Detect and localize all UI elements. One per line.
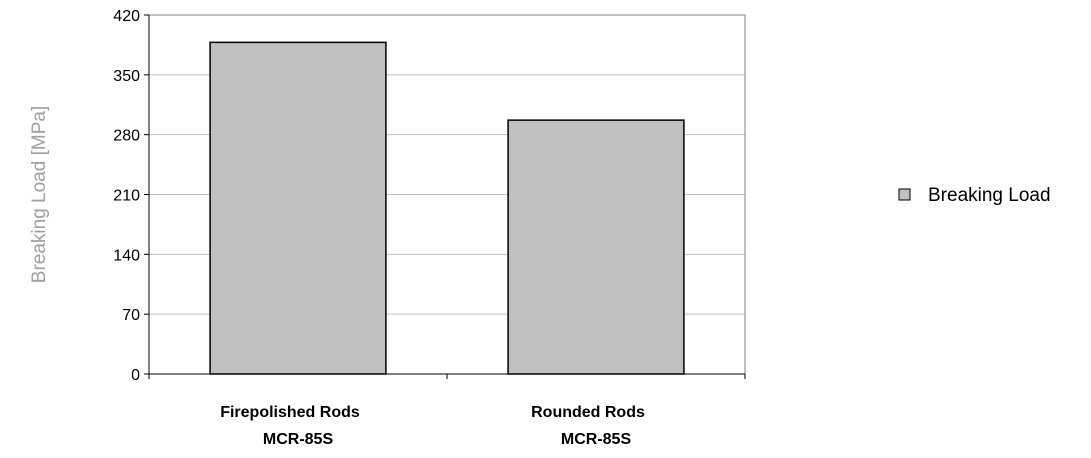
y-axis-label: Breaking Load [MPa]	[29, 106, 50, 283]
y-tick-label: 210	[113, 188, 140, 205]
x-tick-label: Rounded Rods	[531, 404, 645, 421]
bar	[209, 41, 387, 375]
bars	[209, 41, 685, 375]
y-tick-label: 420	[113, 8, 140, 25]
bar	[507, 119, 685, 375]
y-tick-label: 280	[113, 128, 140, 145]
y-tick-label: 140	[113, 247, 140, 264]
legend-label: Breaking Load	[928, 185, 1051, 206]
x-tick-label: MCR-85S	[263, 431, 334, 448]
y-tick-labels: 0 70 140 210 280 350 420	[113, 8, 140, 384]
y-tick-label: 70	[122, 307, 140, 324]
legend-swatch	[898, 188, 911, 201]
y-tick-label: 350	[113, 68, 140, 85]
axes	[144, 14, 746, 379]
x-tick-label: Firepolished Rods	[220, 404, 360, 421]
x-tick-labels: Firepolished Rods MCR-85S Rounded Rods MCR-…	[220, 404, 645, 448]
legend: Breaking Load	[898, 185, 1051, 206]
x-tick-label: MCR-85S	[561, 431, 632, 448]
y-tick-label: 0	[131, 367, 140, 384]
